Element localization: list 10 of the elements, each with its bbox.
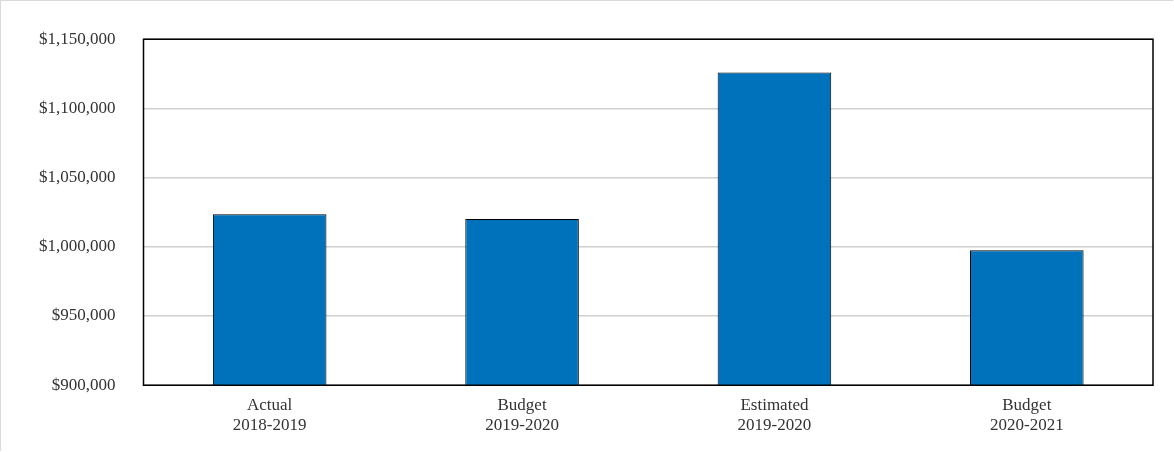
y-tick-label: $900,000 [51, 374, 116, 394]
y-tick-label: $1,050,000 [39, 167, 116, 187]
y-tick-label: $1,150,000 [39, 28, 116, 48]
y-tick-label: $1,000,000 [39, 236, 116, 256]
x-tick-label: Estimated 2019-2020 [737, 394, 812, 435]
x-tick-label: Actual 2018-2019 [232, 394, 307, 435]
y-tick-label: $950,000 [51, 305, 116, 325]
y-tick-label: $1,100,000 [39, 97, 116, 117]
x-tick-label: Budget 2019-2020 [485, 394, 559, 435]
x-tick-label: Budget 2020-2021 [989, 394, 1064, 435]
